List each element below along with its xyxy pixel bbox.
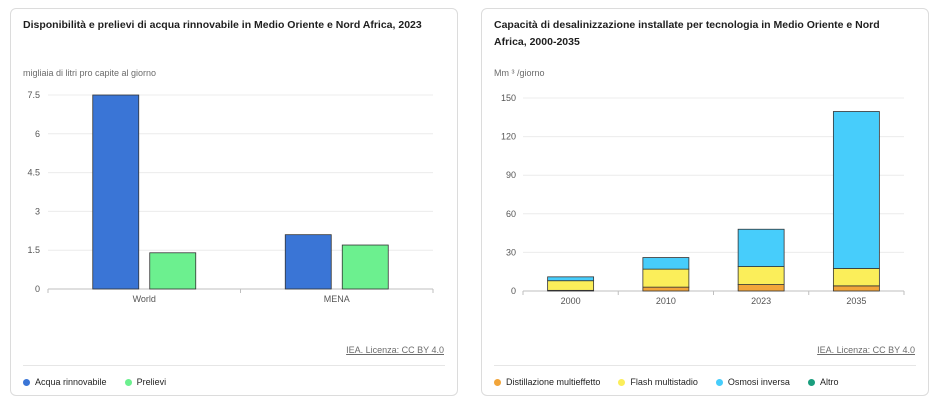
legend-swatch bbox=[618, 378, 626, 386]
legend-swatch bbox=[494, 378, 501, 386]
bar-segment bbox=[832, 268, 880, 287]
y-tick-label: 4.5 bbox=[27, 168, 40, 178]
legend-divider bbox=[23, 365, 445, 366]
legend-swatch bbox=[124, 378, 132, 386]
bar-segment bbox=[737, 266, 785, 285]
legend-label: Flash multistadio bbox=[630, 377, 698, 387]
legend: Acqua rinnovabile Prelievi bbox=[23, 377, 166, 387]
y-axis-unit: migliaia di litri pro capite al giorno bbox=[23, 68, 157, 78]
bar bbox=[284, 234, 332, 290]
legend-item-other[interactable]: Altro bbox=[807, 377, 839, 387]
legend-item-reverse-osmosis[interactable]: Osmosi inversa bbox=[715, 377, 790, 387]
y-tick-label: 6 bbox=[35, 129, 40, 139]
x-tick-label: 2010 bbox=[656, 296, 676, 306]
y-tick-label: 90 bbox=[506, 170, 516, 180]
legend-label: Osmosi inversa bbox=[727, 377, 790, 387]
bar bbox=[92, 94, 140, 290]
bar bbox=[341, 244, 389, 290]
legend-item-med[interactable]: Distillazione multieffetto bbox=[494, 377, 600, 387]
legend-item-withdrawals[interactable]: Prelievi bbox=[124, 377, 167, 387]
legend-swatch bbox=[807, 378, 815, 386]
legend-divider bbox=[494, 365, 916, 366]
y-tick-label: 1.5 bbox=[27, 245, 40, 255]
x-tick-label: 2023 bbox=[751, 296, 771, 306]
x-tick-label: World bbox=[133, 294, 156, 304]
bar-segment bbox=[642, 257, 690, 270]
x-tick-label: 2035 bbox=[846, 296, 866, 306]
y-tick-label: 150 bbox=[501, 93, 516, 103]
source-link[interactable]: IEA. Licenza: CC BY 4.0 bbox=[817, 345, 915, 355]
bar-segment bbox=[547, 280, 595, 291]
legend-label: Altro bbox=[819, 377, 839, 387]
legend-label: Prelievi bbox=[136, 377, 167, 387]
y-tick-label: 30 bbox=[506, 247, 516, 257]
legend: Distillazione multieffetto Flash multist… bbox=[494, 377, 838, 387]
bar-segment bbox=[737, 284, 785, 292]
chart-title: Capacità di desalinizzazione installate … bbox=[494, 19, 880, 48]
y-tick-label: 60 bbox=[506, 209, 516, 219]
bar-segment bbox=[832, 285, 880, 292]
bar-segment bbox=[642, 268, 690, 288]
y-tick-label: 7.5 bbox=[27, 90, 40, 100]
bar-segment bbox=[737, 228, 785, 267]
bar-segment bbox=[642, 286, 690, 292]
bar-chart-renewable-water: 0 1.5 3 4.5 6 7.5 World MENA bbox=[27, 90, 434, 304]
chart-card-renewable-water: Disponibilità e prelievi di acqua rinnov… bbox=[10, 8, 458, 396]
legend-swatch bbox=[23, 378, 30, 386]
bar-segment bbox=[547, 276, 595, 282]
legend-label: Distillazione multieffetto bbox=[506, 377, 601, 387]
x-tick-label: 2000 bbox=[561, 296, 581, 306]
bar-segment bbox=[832, 111, 880, 269]
legend-item-renewable-water[interactable]: Acqua rinnovabile bbox=[23, 377, 107, 387]
chart-title: Disponibilità e prelievi di acqua rinnov… bbox=[23, 19, 422, 31]
stacked-bar-chart-desalination: 0 30 60 90 120 150 2000 2010 2023 2035 bbox=[501, 93, 905, 306]
legend-swatch bbox=[715, 378, 723, 386]
y-tick-label: 3 bbox=[35, 206, 40, 216]
y-tick-label: 120 bbox=[501, 132, 516, 142]
x-tick-label: MENA bbox=[324, 294, 350, 304]
chart-card-desalination-capacity: Capacità di desalinizzazione installate … bbox=[481, 8, 929, 396]
legend-item-msf[interactable]: Flash multistadio bbox=[618, 377, 698, 387]
y-axis-unit: Mm ³ /giorno bbox=[494, 68, 545, 78]
y-tick-label: 0 bbox=[35, 284, 40, 294]
bar bbox=[149, 252, 197, 290]
legend-label: Acqua rinnovabile bbox=[35, 377, 107, 387]
y-tick-label: 0 bbox=[511, 286, 516, 296]
source-link[interactable]: IEA. Licenza: CC BY 4.0 bbox=[346, 345, 444, 355]
